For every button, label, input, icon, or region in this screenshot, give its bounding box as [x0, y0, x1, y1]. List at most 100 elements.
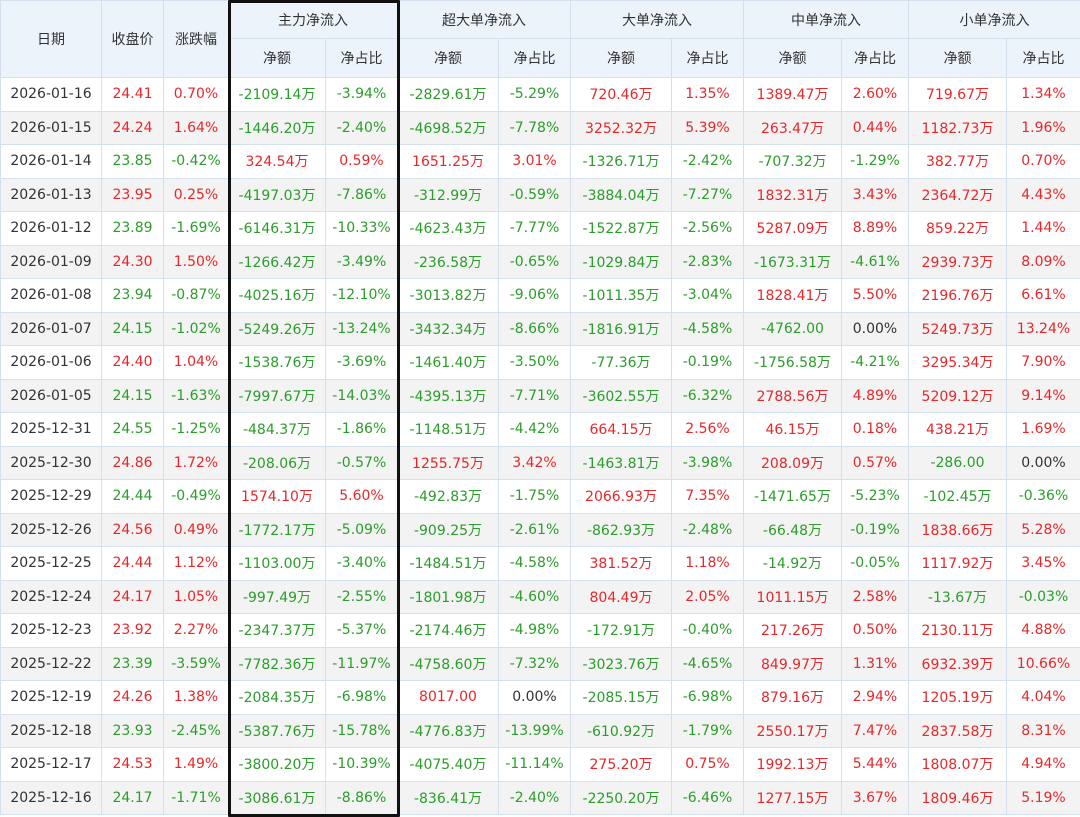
cell-small-net: 1182.73万 — [909, 111, 1007, 145]
cell-super-large-net: -836.41万 — [398, 781, 499, 815]
cell-medium-net: -4762.00 — [744, 312, 842, 346]
cell-super-large-net: -1484.51万 — [398, 547, 499, 581]
cell-main-net: -1446.20万 — [229, 111, 326, 145]
cell-super-large-ratio: -11.14% — [499, 748, 571, 782]
header-date[interactable]: 日期 — [1, 1, 102, 78]
cell-medium-net: 217.26万 — [744, 614, 842, 648]
cell-medium-net: 2550.17万 — [744, 714, 842, 748]
cell-medium-ratio: 2.58% — [842, 580, 909, 614]
cell-main-net: -3800.20万 — [229, 748, 326, 782]
cell-large-ratio: -4.58% — [672, 312, 744, 346]
cell-small-ratio: 4.94% — [1007, 748, 1080, 782]
cell-super-large-ratio: -8.66% — [499, 312, 571, 346]
cell-large-ratio: -6.46% — [672, 781, 744, 815]
cell-large-net: 720.46万 — [571, 78, 672, 112]
cell-close: 24.55 — [102, 413, 164, 447]
cell-super-large-net: -2829.61万 — [398, 78, 499, 112]
header-main-ratio[interactable]: 净占比 — [326, 39, 398, 78]
header-small-ratio[interactable]: 净占比 — [1007, 39, 1080, 78]
cell-super-large-net: -236.58万 — [398, 245, 499, 279]
cell-large-net: -2250.20万 — [571, 781, 672, 815]
cell-super-large-ratio: -4.42% — [499, 413, 571, 447]
header-group-large: 大单净流入 — [571, 1, 744, 39]
cell-large-ratio: 0.75% — [672, 748, 744, 782]
header-main-net[interactable]: 净额 — [229, 39, 326, 78]
cell-super-large-ratio: -0.65% — [499, 245, 571, 279]
header-close[interactable]: 收盘价 — [102, 1, 164, 78]
cell-large-net: -3023.76万 — [571, 647, 672, 681]
cell-medium-ratio: 0.44% — [842, 111, 909, 145]
cell-super-large-ratio: -1.75% — [499, 480, 571, 514]
cell-date: 2026-01-12 — [1, 212, 102, 246]
cell-close: 24.17 — [102, 580, 164, 614]
cell-large-ratio: -3.98% — [672, 446, 744, 480]
header-super-large-ratio[interactable]: 净占比 — [499, 39, 571, 78]
cell-small-net: 1838.66万 — [909, 513, 1007, 547]
cell-change: -0.49% — [164, 480, 229, 514]
cell-close: 23.85 — [102, 145, 164, 179]
cell-medium-net: 1277.15万 — [744, 781, 842, 815]
cell-super-large-net: -312.99万 — [398, 178, 499, 212]
cell-medium-net: 2788.56万 — [744, 379, 842, 413]
cell-main-net: -1266.42万 — [229, 245, 326, 279]
header-large-net[interactable]: 净额 — [571, 39, 672, 78]
cell-date: 2025-12-30 — [1, 446, 102, 480]
cell-medium-ratio: 7.47% — [842, 714, 909, 748]
cell-large-ratio: -4.65% — [672, 647, 744, 681]
cell-close: 23.89 — [102, 212, 164, 246]
cell-main-net: -208.06万 — [229, 446, 326, 480]
header-large-ratio[interactable]: 净占比 — [672, 39, 744, 78]
cell-large-ratio: -7.27% — [672, 178, 744, 212]
cell-large-net: -1029.84万 — [571, 245, 672, 279]
cell-medium-net: 849.97万 — [744, 647, 842, 681]
header-medium-ratio[interactable]: 净占比 — [842, 39, 909, 78]
cell-small-ratio: 4.04% — [1007, 681, 1080, 715]
cell-change: 1.04% — [164, 346, 229, 380]
cell-close: 23.94 — [102, 279, 164, 313]
cell-large-ratio: 1.18% — [672, 547, 744, 581]
cell-small-ratio: 1.44% — [1007, 212, 1080, 246]
cell-close: 23.93 — [102, 714, 164, 748]
cell-super-large-net: -1461.40万 — [398, 346, 499, 380]
cell-small-net: -13.67万 — [909, 580, 1007, 614]
cell-date: 2026-01-07 — [1, 312, 102, 346]
cell-change: 1.38% — [164, 681, 229, 715]
cell-super-large-net: -4698.52万 — [398, 111, 499, 145]
cell-close: 24.15 — [102, 379, 164, 413]
cell-super-large-ratio: -4.98% — [499, 614, 571, 648]
cell-main-ratio: -3.49% — [326, 245, 398, 279]
cell-main-ratio: -0.57% — [326, 446, 398, 480]
cell-medium-ratio: 3.67% — [842, 781, 909, 815]
header-small-net[interactable]: 净额 — [909, 39, 1007, 78]
cell-date: 2025-12-29 — [1, 480, 102, 514]
cell-date: 2025-12-26 — [1, 513, 102, 547]
cell-large-net: 2066.93万 — [571, 480, 672, 514]
header-super-large-net[interactable]: 净额 — [398, 39, 499, 78]
cell-super-large-ratio: -7.32% — [499, 647, 571, 681]
cell-medium-ratio: 3.43% — [842, 178, 909, 212]
cell-small-net: 3295.34万 — [909, 346, 1007, 380]
cell-main-ratio: -15.78% — [326, 714, 398, 748]
cell-main-net: 1574.10万 — [229, 480, 326, 514]
cell-main-ratio: 5.60% — [326, 480, 398, 514]
cell-date: 2025-12-31 — [1, 413, 102, 447]
cell-large-ratio: -0.40% — [672, 614, 744, 648]
cell-main-ratio: -10.39% — [326, 748, 398, 782]
cell-large-ratio: -3.04% — [672, 279, 744, 313]
cell-large-ratio: 2.05% — [672, 580, 744, 614]
cell-super-large-net: -4776.83万 — [398, 714, 499, 748]
header-change[interactable]: 涨跌幅 — [164, 1, 229, 78]
cell-small-ratio: 0.00% — [1007, 446, 1080, 480]
header-medium-net[interactable]: 净额 — [744, 39, 842, 78]
cell-large-ratio: -2.48% — [672, 513, 744, 547]
cell-small-net: 5249.73万 — [909, 312, 1007, 346]
